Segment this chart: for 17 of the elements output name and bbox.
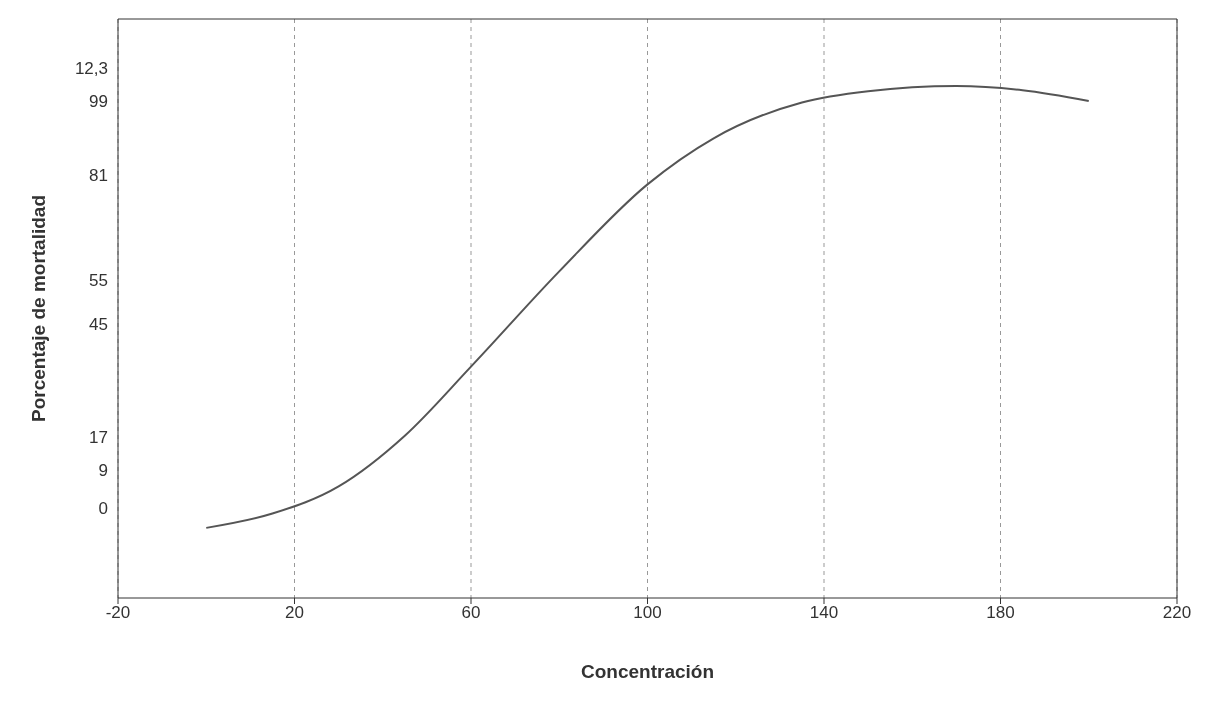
x-axis-title: Concentración (580, 661, 715, 682)
x-tick-label: 140 (809, 603, 839, 623)
x-tick-label: 220 (1162, 603, 1192, 623)
x-tick-label: 100 (633, 603, 662, 623)
x-tick-label: 60 (461, 603, 481, 623)
x-tick-label: 180 (986, 603, 1015, 623)
text: 99 (89, 91, 108, 112)
text: 12,3 (74, 58, 108, 79)
text: 81 (89, 166, 108, 187)
text: 55 (89, 271, 108, 292)
text: 17 (89, 428, 108, 449)
x-tick-label: -20 (105, 603, 131, 623)
text: 0 (98, 499, 108, 520)
x-tick-label: 20 (285, 603, 304, 623)
text: 45 (89, 315, 108, 336)
y-axis-title: Porcentaje de mortalidad (27, 194, 49, 423)
text: 9 (98, 460, 108, 481)
